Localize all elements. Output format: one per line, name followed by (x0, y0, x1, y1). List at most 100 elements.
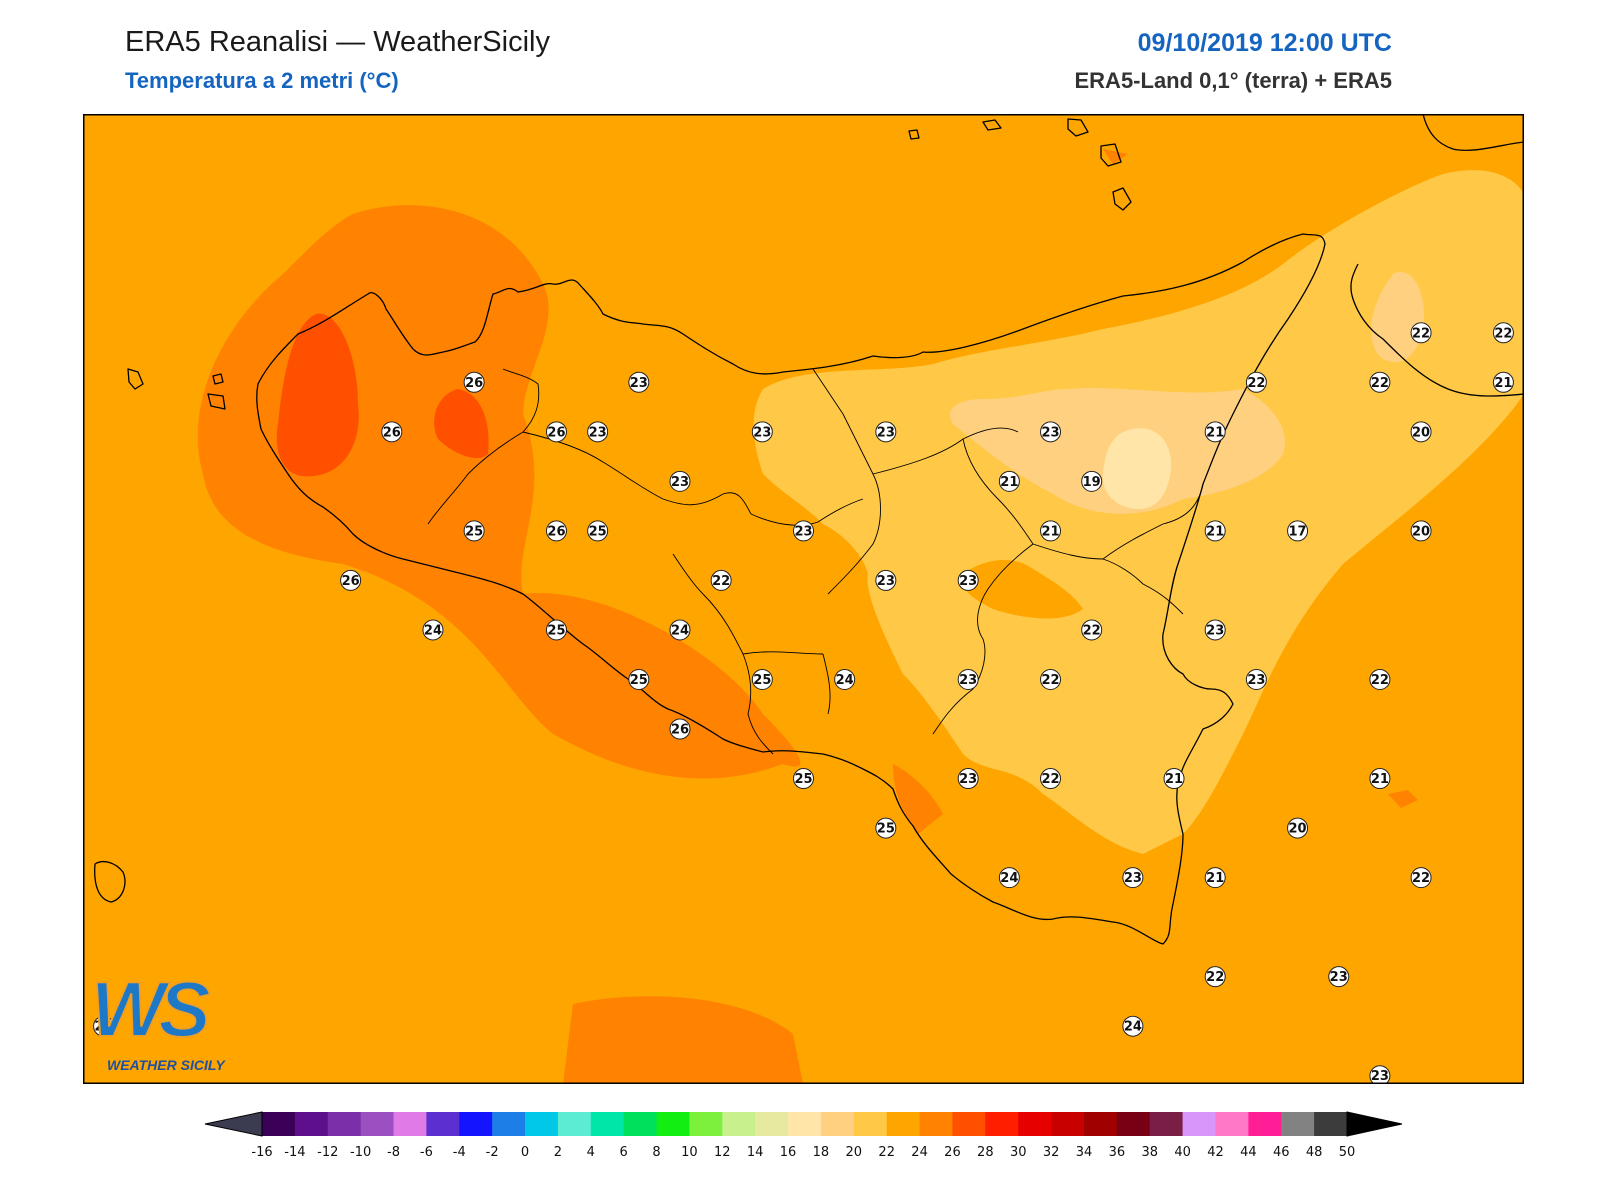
colorbar-cell (853, 1112, 888, 1136)
colorbar-tick-label: 36 (1109, 1145, 1126, 1160)
colorbar-tick-label: -8 (387, 1145, 400, 1160)
station-value-label: 23 (959, 673, 977, 688)
temperature-map: 26 23 26 26 23 23 23 23 21 23 21 19 25 26 25 23 21 21 17 20… (83, 114, 1524, 1084)
aeolian-islands (982, 118, 1132, 211)
station-value-label: 26 (342, 574, 360, 589)
station-marker (1040, 520, 1062, 542)
station-value-label: 25 (753, 673, 771, 688)
station-marker (587, 421, 609, 443)
colorbar-cell (623, 1112, 658, 1136)
colorbar-tick-label: 8 (652, 1145, 660, 1160)
station-marker (381, 421, 403, 443)
colorbar-tick-label: -4 (453, 1145, 466, 1160)
colorbar-tick-label: -10 (350, 1145, 371, 1160)
colorbar-tick-label: 18 (813, 1145, 830, 1160)
colorbar-cell (294, 1112, 329, 1136)
station-value-label: 20 (1289, 822, 1307, 837)
station-marker (1410, 520, 1432, 542)
colorbar-over-arrow (1346, 1111, 1403, 1137)
colorbar-cell (525, 1112, 559, 1136)
station-value-label: 23 (1330, 970, 1348, 985)
station-marker (1245, 371, 1267, 393)
station-marker (587, 520, 609, 542)
station-marker (1204, 867, 1226, 889)
station-marker (669, 619, 691, 641)
station-marker (545, 619, 567, 641)
station-value-label: 25 (547, 623, 565, 638)
station-value-label: 21 (1041, 524, 1059, 539)
colorbar-tick-label: 28 (977, 1145, 994, 1160)
station-value-label: 23 (959, 772, 977, 787)
station-value-label: 23 (959, 574, 977, 589)
colorbar-tick-label: 12 (714, 1145, 731, 1160)
colorbar-tick-label: 22 (878, 1145, 895, 1160)
colorbar-cell (360, 1112, 395, 1136)
province-boundaries (427, 368, 1204, 755)
colorbar-tick-label: 0 (521, 1145, 529, 1160)
station-marker (1040, 668, 1062, 690)
station-value-label: 24 (836, 673, 854, 688)
calabria-coast (1350, 114, 1524, 397)
station-marker (1204, 619, 1226, 641)
colorbar-cell (1083, 1112, 1118, 1136)
ustica-island (908, 129, 920, 140)
colorbar-cell (459, 1112, 493, 1136)
field-26-sea (1388, 790, 1418, 808)
colorbar-cell (426, 1112, 460, 1136)
colorbar-tick-label: 32 (1043, 1145, 1060, 1160)
station-value-label: 23 (1371, 1069, 1389, 1084)
station-marker (1204, 421, 1226, 443)
station-values: 26 23 26 26 23 23 23 23 21 23 21 19 25 26 25 23 21 21 17 20… (93, 322, 1514, 1084)
station-marker (1122, 867, 1144, 889)
station-value-label: 23 (794, 524, 812, 539)
station-value-label: 23 (877, 574, 895, 589)
station-marker (1081, 619, 1103, 641)
station-marker (340, 569, 362, 591)
station-marker (998, 470, 1020, 492)
station-value-label: 26 (547, 524, 565, 539)
colorbar-tick-label: 46 (1273, 1145, 1290, 1160)
station-value-label: 22 (1412, 326, 1430, 341)
station-marker (1287, 817, 1309, 839)
colorbar-tick-label: 44 (1240, 1145, 1257, 1160)
colorbar-tick-label: -6 (420, 1145, 433, 1160)
station-marker (93, 1015, 115, 1037)
station-value-label: 21 (1165, 772, 1183, 787)
station-marker (1369, 768, 1391, 790)
station-value-label: 22 (1083, 623, 1101, 638)
station-value-label: 20 (1412, 524, 1430, 539)
station-value-label: 21 (1000, 475, 1018, 490)
colorbar-tick-label: 42 (1207, 1145, 1224, 1160)
station-value-label: 23 (630, 376, 648, 391)
station-marker (875, 817, 897, 839)
colorbar-tick-label: 6 (620, 1145, 628, 1160)
station-marker (751, 668, 773, 690)
colorbar-tick-label: 2 (554, 1145, 562, 1160)
station-value-label: 23 (95, 1020, 113, 1035)
station-marker (1410, 421, 1432, 443)
station-marker (1245, 668, 1267, 690)
station-value-label: 22 (1247, 376, 1265, 391)
station-value-label: 21 (1206, 524, 1224, 539)
station-value-label: 26 (547, 425, 565, 440)
field-24-inlet (962, 559, 1083, 619)
colorbar-tick-label: -12 (317, 1145, 338, 1160)
station-value-label: 22 (1494, 326, 1512, 341)
station-value-label: 21 (1494, 376, 1512, 391)
station-marker (1163, 768, 1185, 790)
colorbar-tick-label: 4 (587, 1145, 595, 1160)
station-marker (875, 569, 897, 591)
field-28-west (276, 313, 359, 477)
station-marker (834, 668, 856, 690)
station-marker (710, 569, 732, 591)
colorbar-cell (1215, 1112, 1249, 1136)
station-value-label: 23 (1247, 673, 1265, 688)
colorbar-cell (820, 1112, 855, 1136)
colorbar-cell (262, 1112, 296, 1136)
station-value-label: 26 (383, 425, 401, 440)
colorbar-tick-label: 14 (747, 1145, 764, 1160)
colorbar-tick-label: 24 (911, 1145, 928, 1160)
station-marker (545, 520, 567, 542)
station-value-label: 23 (877, 425, 895, 440)
station-marker (422, 619, 444, 641)
